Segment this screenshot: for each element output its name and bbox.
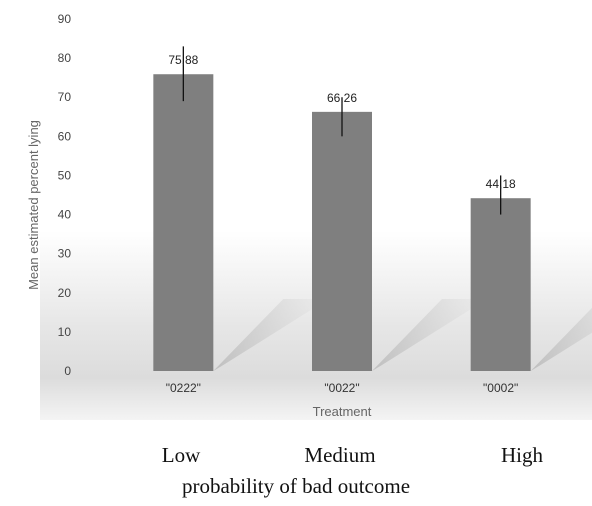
- level-label-high: High: [501, 443, 543, 467]
- caption-title: probability of bad outcome: [181, 474, 411, 498]
- x-tick-label: "0002": [483, 381, 518, 395]
- bars: 75,88 66,26 44,18: [153, 46, 531, 372]
- bar-shadow: [530, 307, 592, 371]
- y-tick-label: 90: [58, 12, 72, 26]
- y-tick-label: 50: [58, 168, 72, 182]
- bar-chart: 75,88 66,26 44,18 0 10 20 30 40 50 60 70 80 90 "022…: [26, 0, 592, 420]
- x-category-labels: "0222" "0022" "0002": [166, 381, 519, 395]
- bar-shadow: [372, 299, 487, 371]
- data-label: 75,88: [168, 53, 198, 67]
- level-label-medium: Medium: [304, 443, 376, 467]
- y-tick-label: 60: [58, 129, 72, 143]
- data-label: 44,18: [486, 177, 516, 191]
- bar-shadows: [213, 299, 592, 371]
- bar: [312, 111, 372, 371]
- x-axis-title: Treatment: [313, 404, 372, 419]
- y-tick-label: 0: [64, 364, 71, 378]
- bar: [153, 74, 214, 372]
- level-label-low: Low: [161, 443, 201, 467]
- y-tick-label: 30: [58, 247, 72, 261]
- y-tick-label: 10: [58, 325, 72, 339]
- bar: [470, 198, 531, 371]
- x-tick-label: "0022": [324, 381, 359, 395]
- x-tick-label: "0222": [166, 381, 201, 395]
- y-tick-label: 80: [58, 51, 72, 65]
- data-label: 66,26: [327, 91, 357, 105]
- probability-level-labels: Low Medium High: [0, 443, 592, 473]
- y-tick-label: 40: [58, 208, 72, 222]
- bar-shadow: [213, 299, 329, 371]
- y-tick-label: 70: [58, 90, 72, 104]
- y-tick-label: 20: [58, 286, 72, 300]
- y-axis-title: Mean estimated percent lying: [26, 120, 41, 290]
- y-tick-labels: 0 10 20 30 40 50 60 70 80 90: [58, 12, 72, 378]
